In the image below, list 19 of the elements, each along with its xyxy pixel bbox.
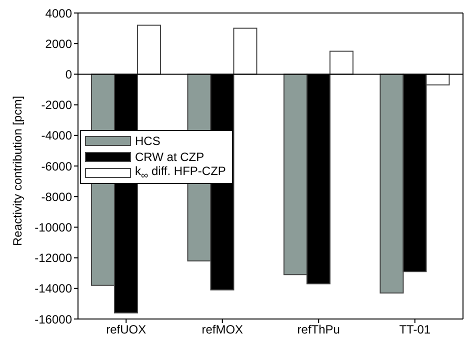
y-tick-label: 2000 [45,36,72,51]
y-tick-label: -12000 [34,251,72,266]
legend-label: HCS [135,134,160,148]
legend-label: CRW at CZP [135,150,204,164]
y-tick-label: -6000 [41,159,72,174]
y-tick-label: 0 [65,67,72,82]
y-tick-label: -4000 [41,128,72,143]
x-tick-label: TT-01 [399,322,431,337]
y-axis-title: Reactivity contribution [pcm] [10,96,24,246]
y-tick-label: -14000 [34,282,72,296]
x-tick-label: refThPu [297,322,340,337]
x-tick-label: refUOX [106,322,146,337]
y-tick-label: -10000 [34,220,72,234]
y-tick-label: -16000 [34,312,72,326]
x-tick-label: refMOX [202,322,244,337]
y-tick-label: -8000 [41,190,72,204]
y-tick-label: 4000 [45,6,72,20]
y-tick-label: -2000 [41,98,72,112]
legend-label: k$_{∞}$ diff. HFP-CZP [135,164,226,182]
